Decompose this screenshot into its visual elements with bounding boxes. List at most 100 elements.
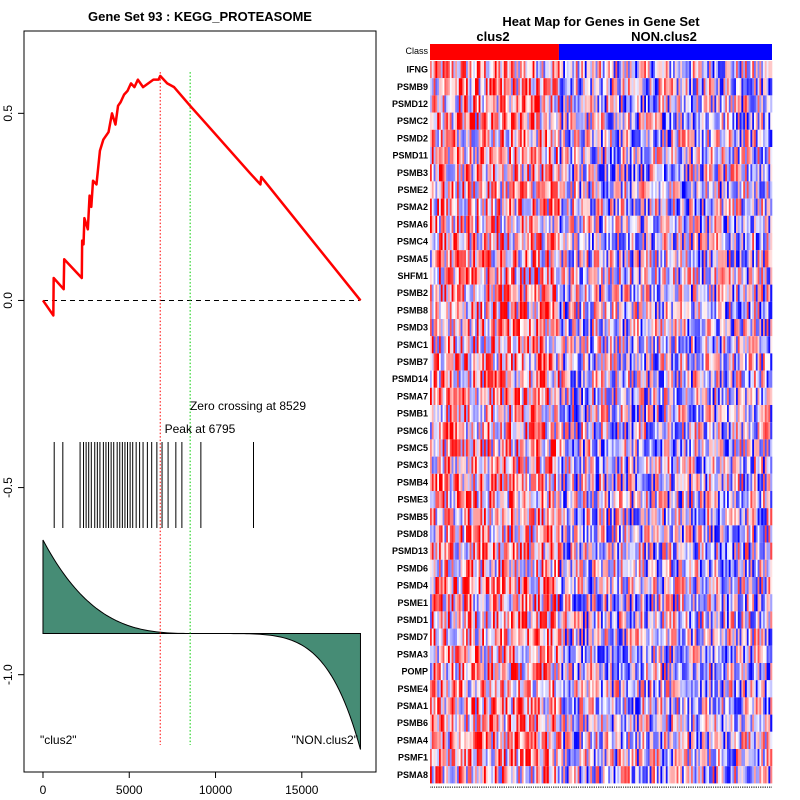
heatmap-cell xyxy=(507,336,510,354)
heatmap-cell xyxy=(448,147,451,165)
heatmap-cell xyxy=(719,405,722,423)
heatmap-cell xyxy=(566,147,569,165)
y-tick-label: -1.0 xyxy=(1,664,15,685)
heatmap-cell xyxy=(547,336,550,354)
heatmap-cell xyxy=(566,61,569,79)
heatmap-cell xyxy=(588,405,591,423)
heatmap-cell xyxy=(516,78,519,96)
heatmap-cell xyxy=(529,112,532,130)
heatmap-cell xyxy=(480,473,483,491)
heatmap-cell xyxy=(755,78,758,96)
heatmap-cell xyxy=(646,164,649,182)
heatmap-cell xyxy=(439,456,442,474)
heatmap-cell xyxy=(593,284,596,302)
heatmap-cell xyxy=(597,473,600,491)
heatmap-cell xyxy=(723,129,726,147)
heatmap-cell xyxy=(491,301,494,319)
heatmap-cell xyxy=(687,319,690,337)
heatmap-cell xyxy=(635,336,638,354)
heatmap-cell xyxy=(563,61,566,79)
heatmap-cell xyxy=(642,164,645,182)
heatmap-cell xyxy=(557,215,560,233)
heatmap-cell xyxy=(433,319,436,337)
heatmap-panel: Heat Map for Genes in Gene Set clus2 NON… xyxy=(392,14,773,788)
heatmap-cell xyxy=(757,215,760,233)
heatmap-cell xyxy=(633,301,636,319)
heatmap-cell xyxy=(590,215,593,233)
heatmap-cell xyxy=(532,61,535,79)
heatmap-cell xyxy=(633,456,636,474)
heatmap-cell xyxy=(683,301,686,319)
heatmap-cell xyxy=(462,215,465,233)
heatmap-cell xyxy=(606,301,609,319)
heatmap-cell xyxy=(433,198,436,216)
heatmap-cell xyxy=(541,422,544,440)
heatmap-cell xyxy=(563,198,566,216)
heatmap-cell xyxy=(637,422,640,440)
heatmap-cell xyxy=(466,301,469,319)
heatmap-cell xyxy=(640,405,643,423)
heatmap-cell xyxy=(559,164,562,182)
heatmap-cell xyxy=(557,284,560,302)
heatmap-cell xyxy=(458,284,461,302)
heatmap-cell xyxy=(601,112,604,130)
heatmap-cell xyxy=(604,147,607,165)
heatmap-cell xyxy=(718,198,721,216)
heatmap-cell xyxy=(698,233,701,251)
heatmap-cell xyxy=(536,147,539,165)
heatmap-cell xyxy=(647,267,650,285)
heatmap-cell xyxy=(705,422,708,440)
heatmap-cell xyxy=(543,336,546,354)
heatmap-cell xyxy=(750,233,753,251)
heatmap-cell xyxy=(435,78,438,96)
heatmap-cell xyxy=(435,95,438,113)
heatmap-cell xyxy=(649,336,652,354)
heatmap-cell xyxy=(696,164,699,182)
heatmap-cell xyxy=(464,198,467,216)
heatmap-cell xyxy=(613,491,616,509)
heatmap-cell xyxy=(588,181,591,199)
heatmap-cell xyxy=(478,301,481,319)
heatmap-cell xyxy=(624,250,627,268)
heatmap-cell xyxy=(430,267,433,285)
heatmap-cell xyxy=(439,301,442,319)
heatmap-cell xyxy=(743,198,746,216)
running-es-line xyxy=(41,74,362,317)
heatmap-cell xyxy=(457,61,460,79)
heatmap-cell xyxy=(755,301,758,319)
heatmap-cell xyxy=(505,129,508,147)
heatmap-cell xyxy=(532,405,535,423)
heatmap-cell xyxy=(581,284,584,302)
heatmap-cell xyxy=(610,284,613,302)
heatmap-cell xyxy=(662,250,665,268)
heatmap-cell xyxy=(698,181,701,199)
heatmap-row-psmc5 xyxy=(430,439,773,457)
heatmap-cell xyxy=(556,147,559,165)
heatmap-cell xyxy=(509,353,512,371)
heatmap-cell xyxy=(719,456,722,474)
heatmap-cell xyxy=(667,112,670,130)
heatmap-cell xyxy=(568,473,571,491)
heatmap-cell xyxy=(655,301,658,319)
heatmap-cell xyxy=(561,439,564,457)
heatmap-cell xyxy=(583,439,586,457)
heatmap-cell xyxy=(478,422,481,440)
heatmap-cell xyxy=(525,370,528,388)
heatmap-cell xyxy=(615,319,618,337)
heatmap-cell xyxy=(511,491,514,509)
heatmap-cell xyxy=(640,112,643,130)
heatmap-cell xyxy=(635,301,638,319)
heatmap-cell xyxy=(458,147,461,165)
heatmap-cell xyxy=(523,147,526,165)
heatmap-cell xyxy=(662,61,665,79)
heatmap-cell xyxy=(624,353,627,371)
heatmap-cell xyxy=(746,456,749,474)
heatmap-cell xyxy=(484,439,487,457)
heatmap-cell xyxy=(660,422,663,440)
heatmap-cell xyxy=(514,147,517,165)
heatmap-cell xyxy=(453,250,456,268)
heatmap-cell xyxy=(433,491,436,509)
heatmap-cell xyxy=(478,370,481,388)
heatmap-cell xyxy=(671,147,674,165)
heatmap-cell xyxy=(442,422,445,440)
